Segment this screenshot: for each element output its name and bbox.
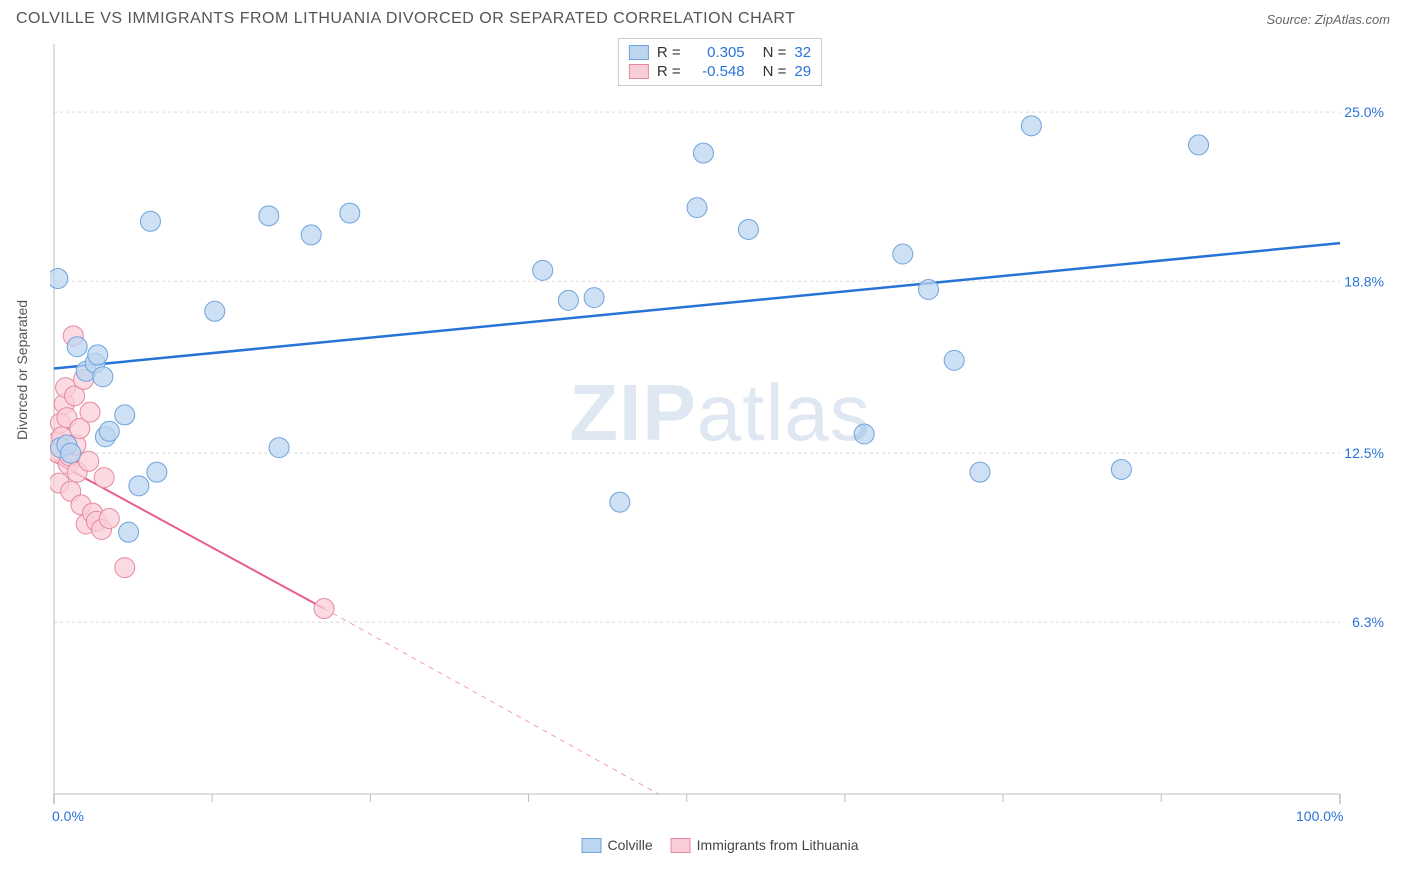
chart-area: 6.3%12.5%18.8%25.0% ZIPatlas R = 0.305 N… — [50, 34, 1390, 824]
n-value-1: 32 — [794, 44, 811, 61]
svg-text:12.5%: 12.5% — [1344, 445, 1384, 461]
swatch-icon — [629, 45, 649, 60]
chart-title: COLVILLE VS IMMIGRANTS FROM LITHUANIA DI… — [16, 10, 795, 28]
correlation-legend: R = 0.305 N = 32 R = -0.548 N = 29 — [618, 38, 822, 86]
legend-item-series1: Colville — [582, 837, 653, 853]
svg-text:6.3%: 6.3% — [1352, 614, 1384, 630]
source-attribution: Source: ZipAtlas.com — [1266, 12, 1390, 27]
x-axis-max-label: 100.0% — [1296, 808, 1343, 824]
svg-text:18.8%: 18.8% — [1344, 273, 1384, 289]
x-axis-min-label: 0.0% — [52, 808, 84, 824]
svg-text:25.0%: 25.0% — [1344, 104, 1384, 120]
legend-item-series2: Immigrants from Lithuania — [671, 837, 859, 853]
n-value-2: 29 — [794, 63, 811, 80]
swatch-icon — [629, 64, 649, 79]
legend-label: Colville — [608, 837, 653, 853]
series-legend: Colville Immigrants from Lithuania — [582, 837, 859, 853]
scatter-plot-svg: 6.3% 12.5% 18.8% 25.0% — [50, 34, 1390, 824]
swatch-icon — [582, 838, 602, 853]
r-value-1: 0.305 — [691, 44, 745, 61]
swatch-icon — [671, 838, 691, 853]
y-axis-label: Divorced or Separated — [14, 300, 30, 440]
legend-row-series2: R = -0.548 N = 29 — [629, 62, 811, 81]
legend-row-series1: R = 0.305 N = 32 — [629, 43, 811, 62]
r-value-2: -0.548 — [691, 63, 745, 80]
legend-label: Immigrants from Lithuania — [697, 837, 859, 853]
